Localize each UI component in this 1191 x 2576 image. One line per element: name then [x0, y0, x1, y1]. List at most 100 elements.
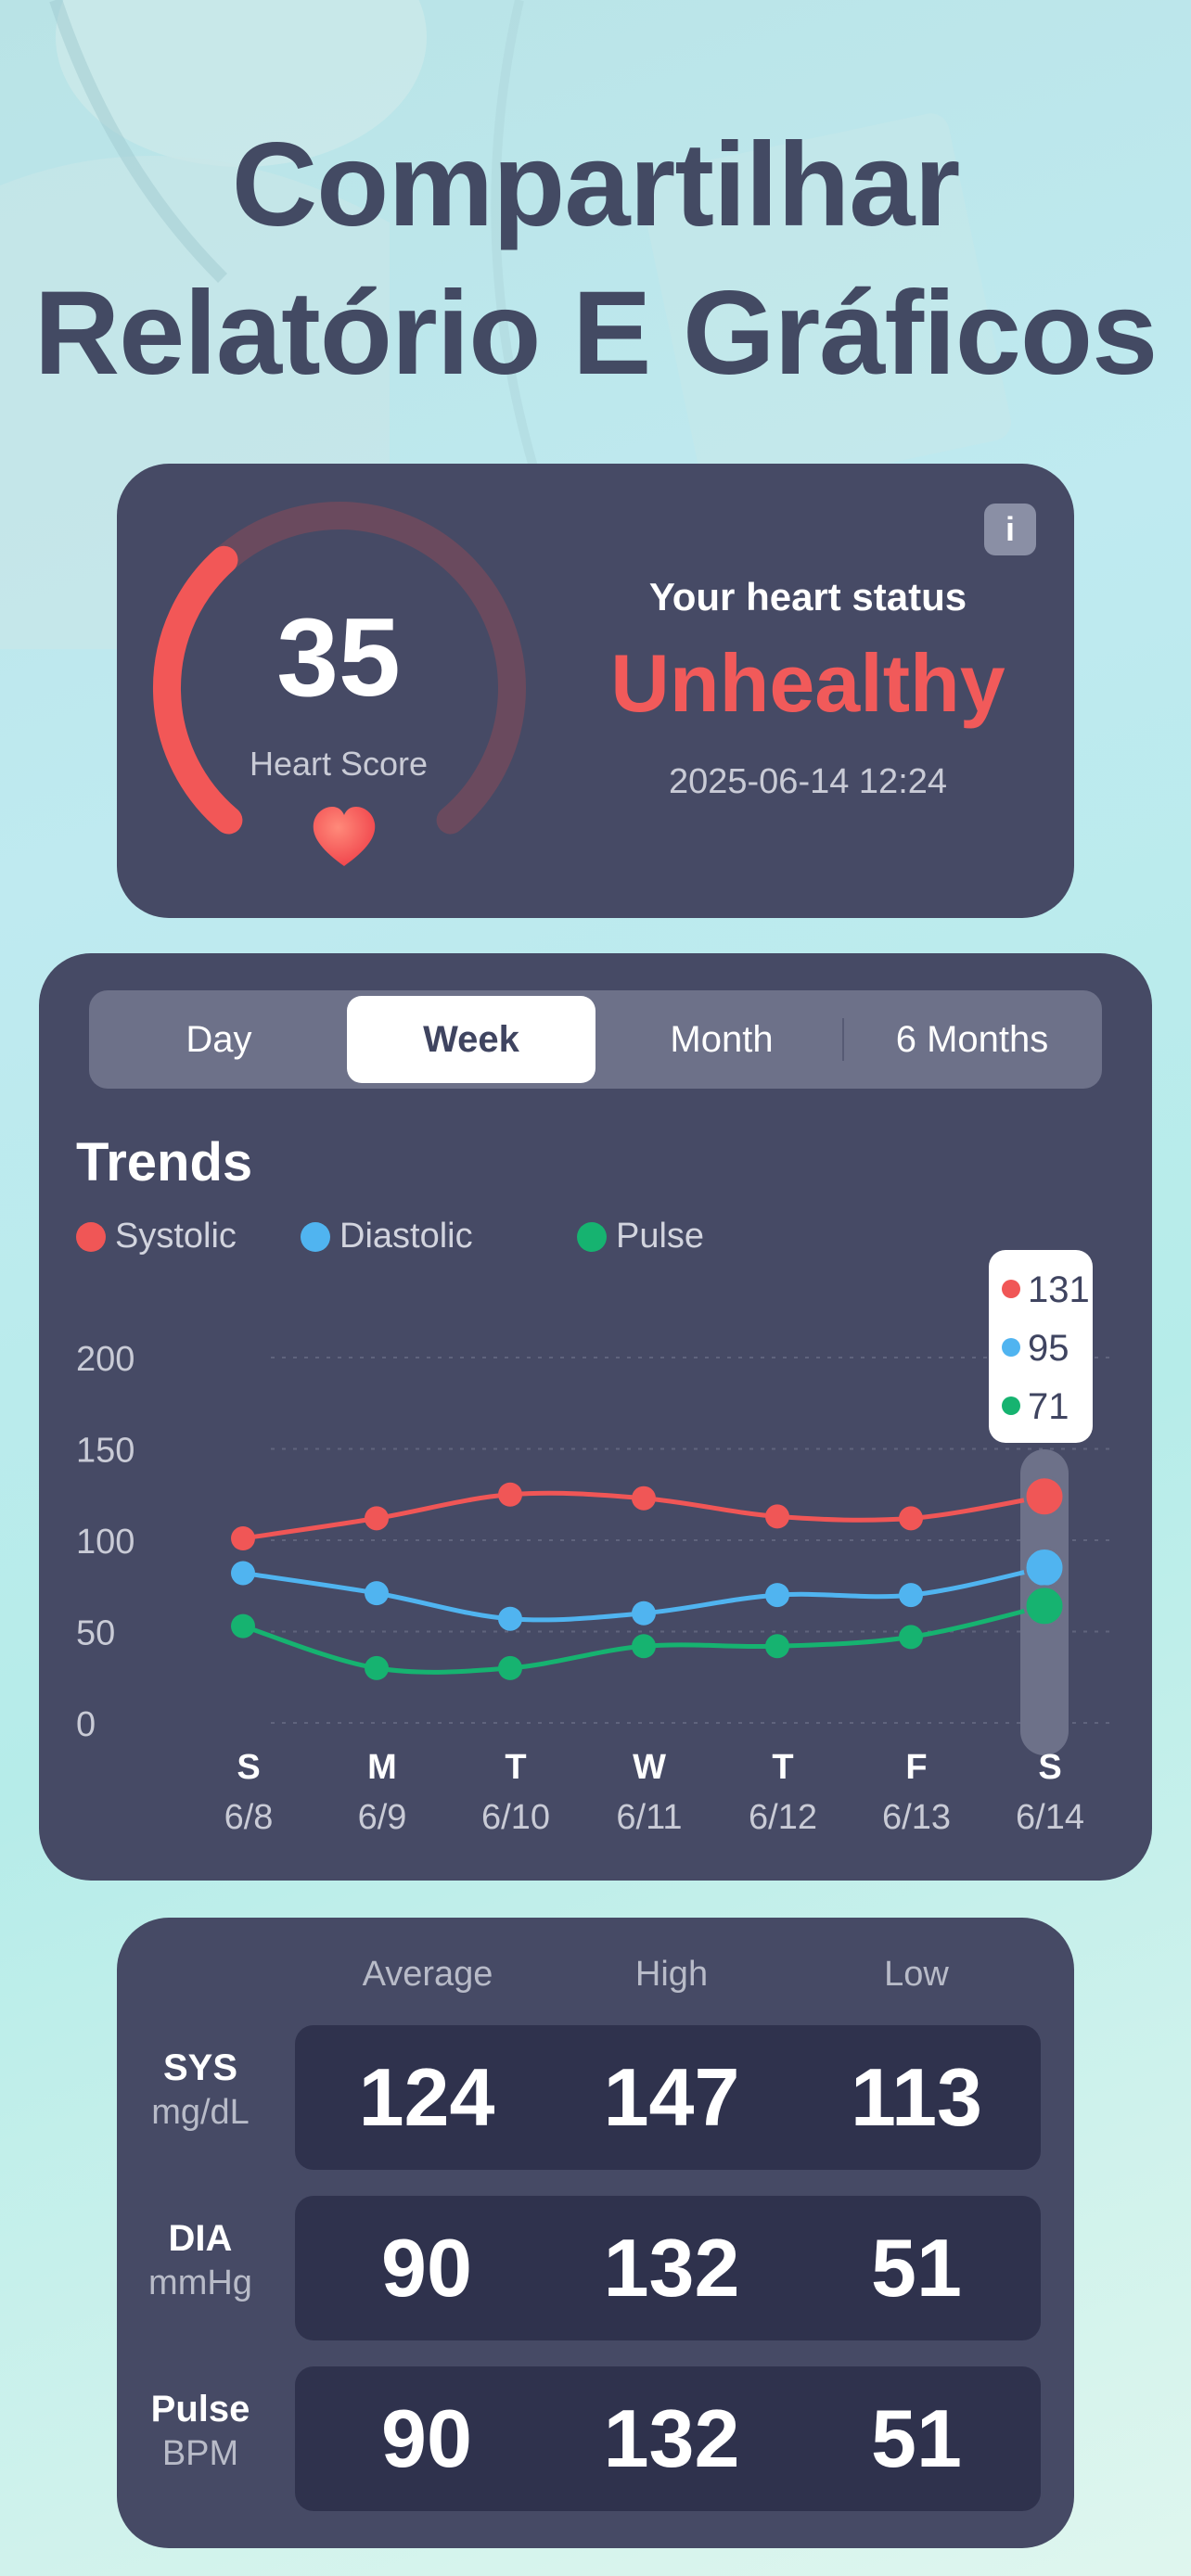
- stats-card: Average High Low SYS mg/dL 124 147 113 D…: [117, 1918, 1074, 2548]
- heart-score-card: i 35 Heart Score Your heart status Unhea…: [117, 464, 1074, 918]
- gauge-fill: [152, 545, 243, 835]
- legend-pulse: Pulse: [577, 1213, 704, 1259]
- row-unit: mg/dL: [151, 2093, 250, 2132]
- sys-average: 124: [358, 2051, 495, 2143]
- legend-pulse-label: Pulse: [616, 1217, 705, 1256]
- y-tick-label: 200: [76, 1340, 134, 1379]
- data-point-diastolic: [899, 1583, 923, 1608]
- x-tick-date: 6/14: [1016, 1798, 1084, 1837]
- heart-status-value: Unhealthy: [610, 637, 1005, 729]
- data-point-pulse: [632, 1634, 656, 1659]
- tab-month[interactable]: Month: [670, 1019, 774, 1060]
- row-unit: BPM: [161, 2434, 239, 2473]
- row-name: SYS: [162, 2047, 238, 2088]
- tooltip-value: 71: [1028, 1386, 1069, 1427]
- x-tick-date: 6/9: [358, 1798, 407, 1837]
- data-point-diastolic: [365, 1581, 389, 1606]
- row-label-sys: SYS mg/dL: [117, 2047, 284, 2133]
- pulse-dot-icon: [577, 1222, 607, 1252]
- row-name: Pulse: [150, 2389, 250, 2429]
- y-tick-label: 100: [76, 1523, 134, 1562]
- heart-score-gauge: [152, 502, 526, 835]
- diastolic-dot-icon: [301, 1222, 330, 1252]
- col-head-average: Average: [362, 1955, 493, 1994]
- data-point-pulse: [899, 1625, 923, 1650]
- data-point-pulse: [498, 1655, 522, 1680]
- heart-score-value: 35: [276, 595, 401, 720]
- trends-title: Trends: [76, 1132, 253, 1192]
- headline-line-1: Compartilhar: [231, 119, 961, 251]
- legend-systolic: Systolic: [76, 1213, 237, 1259]
- dia-average: 90: [381, 2222, 472, 2314]
- row-unit: mmHg: [148, 2264, 252, 2302]
- data-point-pulse: [765, 1634, 789, 1659]
- data-point-systolic: [1023, 1475, 1066, 1518]
- x-tick-date: 6/10: [481, 1798, 550, 1837]
- col-head-high: High: [634, 1955, 709, 1994]
- sys-low: 113: [851, 2051, 982, 2143]
- x-tick-day: W: [633, 1748, 666, 1787]
- tooltip-value: 95: [1028, 1328, 1069, 1369]
- x-tick-day: S: [237, 1748, 260, 1787]
- info-icon[interactable]: i: [984, 504, 1036, 555]
- stats-row-pulse: 90 132 51: [295, 2366, 1041, 2511]
- tooltip-dot-icon: [1002, 1338, 1020, 1357]
- data-point-systolic: [231, 1526, 255, 1551]
- x-tick-day: M: [367, 1748, 397, 1787]
- row-name: DIA: [168, 2218, 233, 2259]
- heart-score-label: Heart Score: [249, 745, 429, 783]
- row-label-pulse: Pulse BPM: [117, 2389, 284, 2474]
- row-label-dia: DIA mmHg: [117, 2218, 284, 2303]
- tab-6-months[interactable]: 6 Months: [895, 1019, 1049, 1060]
- x-tick-date: 6/11: [616, 1798, 682, 1837]
- data-point-systolic: [498, 1482, 522, 1507]
- x-tick-date: 6/8: [224, 1798, 274, 1837]
- data-point-diastolic: [1023, 1547, 1066, 1589]
- headline: Compartilhar Relatório E Gráficos: [0, 111, 1191, 408]
- dia-high: 132: [603, 2222, 740, 2314]
- data-point-diastolic: [498, 1606, 522, 1631]
- x-tick-day: T: [505, 1748, 526, 1787]
- data-point-pulse: [231, 1613, 255, 1639]
- y-tick-label: 150: [76, 1432, 134, 1471]
- y-tick-label: 50: [76, 1614, 115, 1653]
- dia-low: 51: [871, 2222, 962, 2314]
- x-tick-date: 6/12: [749, 1798, 817, 1837]
- data-point-systolic: [899, 1506, 923, 1531]
- trends-card: Day Week Month 6 Months Trends Systolic …: [39, 953, 1152, 1881]
- x-tick-day: F: [905, 1748, 927, 1787]
- tab-week[interactable]: Week: [347, 996, 596, 1083]
- tab-divider: [842, 1018, 844, 1061]
- sys-high: 147: [603, 2051, 740, 2143]
- heart-icon: [313, 807, 376, 866]
- data-point-diastolic: [765, 1583, 789, 1608]
- data-point-systolic: [365, 1506, 389, 1531]
- trends-line-chart[interactable]: 200 150 100 50 0 131 95 71 S 6/8 M 6/9 T 6/10 W 6/11 T 6/…: [39, 953, 1152, 1881]
- data-point-systolic: [765, 1504, 789, 1529]
- measurement-date: 2025-06-14 12:24: [668, 762, 948, 801]
- x-tick-date: 6/13: [882, 1798, 951, 1837]
- heart-status-title: Your heart status: [648, 575, 967, 618]
- headline-line-2: Relatório E Gráficos: [33, 267, 1159, 400]
- tooltip-dot-icon: [1002, 1280, 1020, 1298]
- legend-diastolic: Diastolic: [301, 1213, 473, 1259]
- data-point-pulse: [1023, 1585, 1066, 1627]
- tooltip-box: [989, 1250, 1093, 1443]
- stats-row-dia: 90 132 51: [295, 2196, 1041, 2340]
- data-point-pulse: [365, 1655, 389, 1680]
- systolic-dot-icon: [76, 1222, 106, 1252]
- tooltip-value: 131: [1028, 1269, 1090, 1310]
- period-segmented-control: Day Week Month 6 Months: [89, 990, 1102, 1089]
- data-point-systolic: [632, 1486, 656, 1511]
- tab-day[interactable]: Day: [186, 1019, 252, 1060]
- x-tick-day: S: [1038, 1748, 1061, 1787]
- data-point-diastolic: [632, 1600, 656, 1626]
- legend-diastolic-label: Diastolic: [339, 1217, 473, 1256]
- pulse-high: 132: [603, 2392, 740, 2484]
- tooltip-dot-icon: [1002, 1396, 1020, 1415]
- pulse-average: 90: [381, 2392, 472, 2484]
- legend-systolic-label: Systolic: [115, 1217, 237, 1256]
- x-tick-day: T: [772, 1748, 793, 1787]
- pulse-low: 51: [871, 2392, 962, 2484]
- stats-row-sys: 124 147 113: [295, 2025, 1041, 2170]
